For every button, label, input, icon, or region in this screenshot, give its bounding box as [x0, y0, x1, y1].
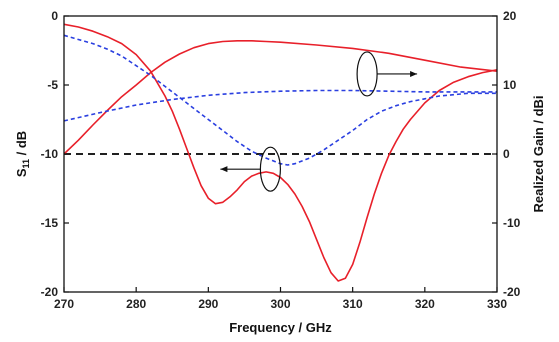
- series-line-3: [63, 34, 497, 166]
- y-left-tick-label: -15: [41, 216, 59, 230]
- y-left-tick-label: 0: [51, 9, 58, 23]
- x-tick-label: 270: [54, 297, 74, 311]
- y-left-tick-label: -20: [41, 285, 59, 299]
- y-right-tick-label: 0: [503, 147, 510, 161]
- y-left-axis-title: S11 / dB: [14, 131, 31, 177]
- y-left-title-subscript: 11: [21, 159, 31, 169]
- x-tick-label: 290: [198, 297, 218, 311]
- y-right-axis-title: Realized Gain / dBi: [531, 95, 546, 212]
- y-right-tick-label: 20: [503, 9, 517, 23]
- x-tick-label: 320: [415, 297, 435, 311]
- y-right-tick-label: -10: [503, 216, 521, 230]
- y-left-title-unit: / dB: [14, 131, 29, 159]
- y-right-tick-label: 10: [503, 78, 517, 92]
- x-tick-label: 330: [487, 297, 507, 311]
- series-layer: [63, 23, 498, 282]
- series-line-4: [63, 89, 497, 122]
- y-right-tick-label: -20: [503, 285, 521, 299]
- annotation-ellipse-1: [356, 51, 378, 97]
- y-left-title-main: S: [14, 168, 29, 177]
- x-axis-title: Frequency / GHz: [229, 320, 332, 335]
- y-left-tick-label: -5: [47, 78, 58, 92]
- series-line-2: [63, 39, 498, 155]
- series-line-1: [63, 23, 498, 282]
- y-left-tick-label: -10: [41, 147, 59, 161]
- annotation-layer: [220, 51, 418, 192]
- x-tick-label: 300: [270, 297, 290, 311]
- tick-layer: 270 280 290 300 310 320 330 0 -5 -10 -15 -20 20 10 0 -1…: [41, 9, 521, 311]
- x-tick-label: 310: [343, 297, 363, 311]
- x-tick-label: 280: [126, 297, 146, 311]
